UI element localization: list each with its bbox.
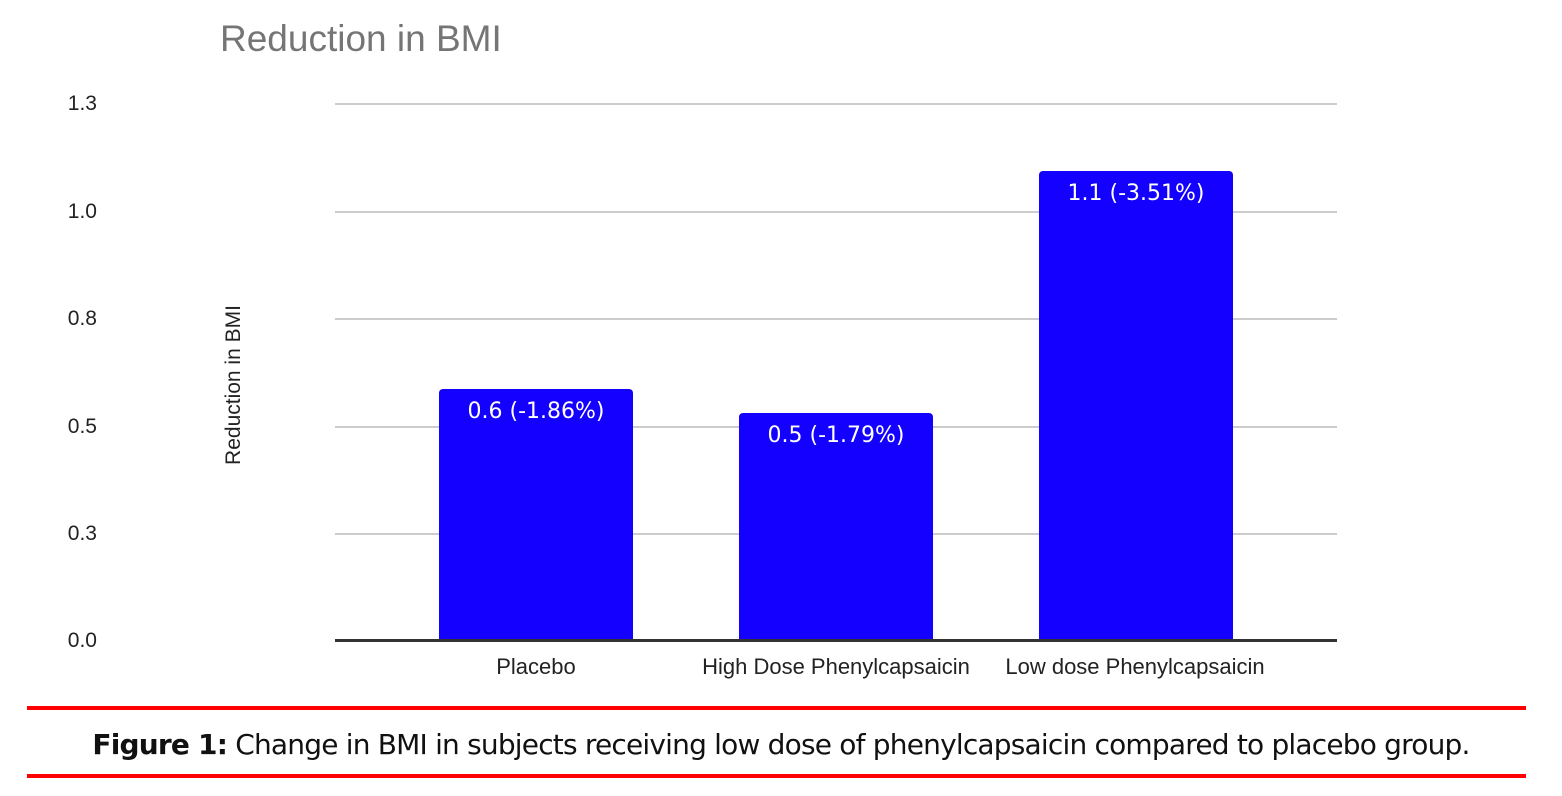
bar-data-label: 0.5 (-1.79%) — [767, 423, 905, 448]
bar-high-dose: 0.5 (-1.79%) — [739, 413, 933, 640]
bar-data-label: 0.6 (-1.86%) — [467, 399, 605, 424]
bar-low-dose: 1.1 (-3.51%) — [1039, 171, 1233, 640]
bar-data-label: 1.1 (-3.51%) — [1067, 181, 1205, 206]
bar-placebo: 0.6 (-1.86%) — [439, 389, 633, 640]
y-tick-label: 0.5 — [67, 415, 97, 438]
figure-caption: Figure 1: Change in BMI in subjects rece… — [0, 728, 1562, 761]
chart-title: Reduction in BMI — [220, 18, 502, 59]
caption-text: Change in BMI in subjects receiving low … — [227, 728, 1470, 761]
x-tick-label: Placebo — [496, 654, 576, 679]
plot-area: 1.3 1.0 0.8 0.5 0.3 0.0 0.6 (-1.86%) 0.5… — [68, 92, 1337, 652]
x-axis-baseline — [335, 639, 1337, 642]
y-axis-label: Reduction in BMI — [222, 305, 245, 465]
gridline — [335, 318, 1337, 320]
y-tick-label: 1.0 — [67, 200, 97, 223]
caption-prefix: Figure 1: — [92, 728, 228, 761]
y-tick-label: 1.3 — [67, 92, 97, 115]
x-tick-label: High Dose Phenylcapsaicin — [702, 654, 970, 679]
caption-rule-bottom — [27, 774, 1526, 778]
y-tick-label: 0.8 — [67, 307, 97, 330]
caption-rule-top — [27, 706, 1526, 710]
gridline — [335, 211, 1337, 213]
y-tick-label: 0.3 — [67, 522, 97, 545]
y-tick-label: 0.0 — [67, 629, 97, 652]
gridline — [335, 103, 1337, 105]
x-tick-label: Low dose Phenylcapsaicin — [1005, 654, 1265, 679]
